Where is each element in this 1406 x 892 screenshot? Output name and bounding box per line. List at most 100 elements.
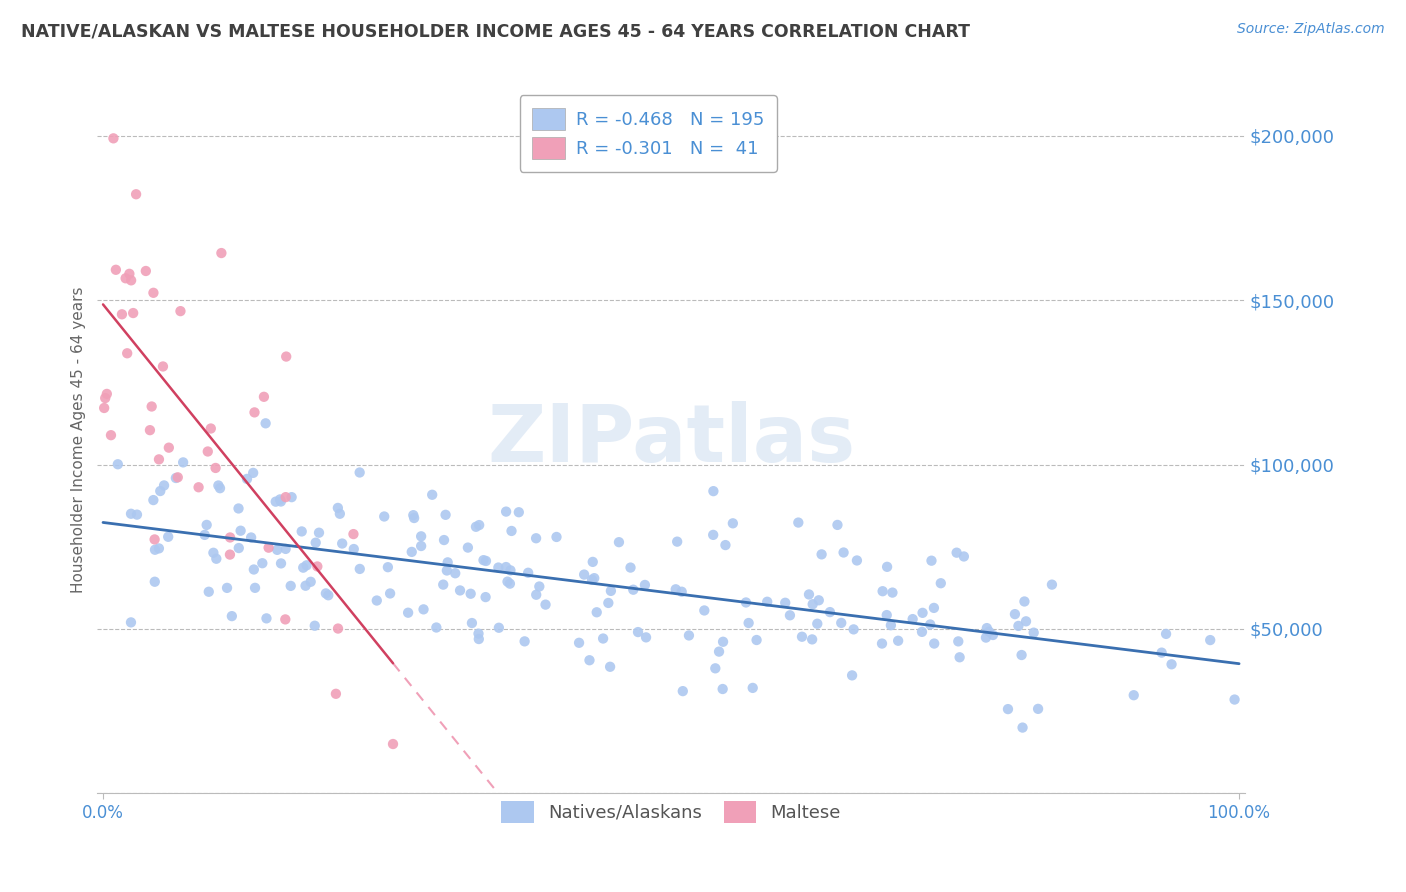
Point [1004,607,1026,621]
Point [115,346,138,360]
Point [197,584,219,599]
Point [343,542,366,557]
Point [841,668,863,682]
Point [148,452,170,467]
Point [1150,646,1173,660]
Point [568,636,591,650]
Point [316,588,339,602]
Point [120,615,142,630]
Point [607,535,630,549]
Point [100,428,122,442]
Point [187,480,209,494]
Point [735,595,758,609]
Point [953,549,976,564]
Point [499,563,522,577]
Point [842,623,865,637]
Point [801,597,824,611]
Point [922,601,945,615]
Point [432,577,454,591]
Point [1040,577,1063,591]
Point [291,524,314,539]
Point [773,596,796,610]
Point [468,632,491,646]
Point [205,551,228,566]
Point [810,547,832,561]
Point [513,634,536,648]
Y-axis label: Householder Income Ages 45 - 64 years: Householder Income Ages 45 - 64 years [72,286,86,593]
Point [621,582,644,597]
Point [997,702,1019,716]
Point [678,628,700,642]
Point [797,587,820,601]
Point [496,574,519,589]
Point [93,401,115,415]
Point [949,650,972,665]
Point [401,545,423,559]
Point [948,634,970,648]
Point [425,620,447,634]
Point [240,531,263,545]
Point [378,586,401,600]
Point [921,554,943,568]
Point [546,530,568,544]
Point [465,520,488,534]
Point [326,622,349,636]
Point [1154,627,1177,641]
Point [499,576,522,591]
Point [1122,688,1144,702]
Point [404,511,426,525]
Point [143,542,166,557]
Point [578,653,600,667]
Point [486,560,509,574]
Point [165,471,187,485]
Point [599,583,621,598]
Point [714,538,737,552]
Point [274,612,297,626]
Point [741,681,763,695]
Point [243,562,266,576]
Point [920,617,942,632]
Point [104,262,127,277]
Point [142,493,165,508]
Point [256,611,278,625]
Legend: Natives/Alaskans, Maltese: Natives/Alaskans, Maltese [491,790,852,834]
Point [756,595,779,609]
Point [276,350,298,364]
Point [449,583,471,598]
Point [315,586,337,600]
Point [524,531,547,545]
Point [830,615,852,630]
Point [495,560,517,574]
Point [887,633,910,648]
Point [139,423,162,437]
Point [294,579,316,593]
Point [207,478,229,492]
Point [253,390,276,404]
Point [153,478,176,492]
Point [665,582,688,597]
Point [711,681,734,696]
Point [280,490,302,504]
Point [194,528,217,542]
Point [474,590,496,604]
Point [1160,657,1182,672]
Point [103,131,125,145]
Point [342,527,364,541]
Point [671,584,693,599]
Point [242,466,264,480]
Point [876,559,898,574]
Point [266,542,288,557]
Point [974,631,997,645]
Point [529,580,551,594]
Point [436,555,458,569]
Point [264,494,287,508]
Point [572,567,595,582]
Point [981,628,1004,642]
Point [807,593,830,607]
Point [94,391,117,405]
Point [107,457,129,471]
Point [911,606,934,620]
Point [274,541,297,556]
Point [373,509,395,524]
Point [219,548,242,562]
